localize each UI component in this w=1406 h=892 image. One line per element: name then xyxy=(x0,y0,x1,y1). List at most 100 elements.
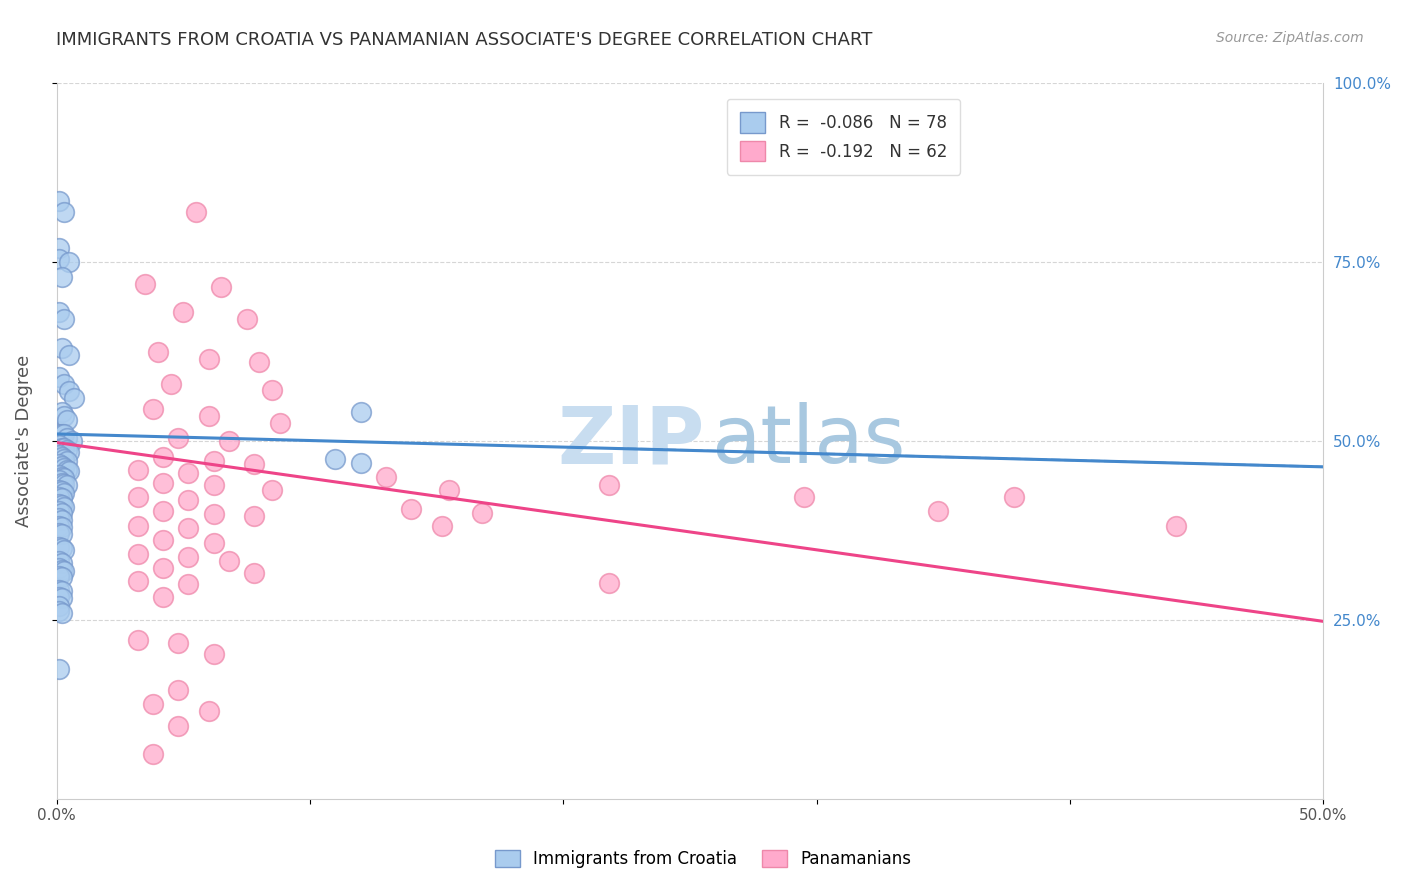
Point xyxy=(48,252,70,266)
Point xyxy=(48,438,70,452)
Point xyxy=(55,463,77,477)
Point xyxy=(48,497,70,511)
Point xyxy=(152,504,174,518)
Point xyxy=(1166,518,1188,533)
Point xyxy=(51,541,73,556)
Point xyxy=(127,547,149,561)
Point xyxy=(53,471,76,485)
Point xyxy=(51,341,73,355)
Point xyxy=(793,490,815,504)
Point xyxy=(53,205,76,219)
Point xyxy=(439,483,461,497)
Point xyxy=(48,511,70,525)
Point xyxy=(48,468,70,483)
Point xyxy=(430,518,453,533)
Point xyxy=(58,445,80,459)
Point xyxy=(152,590,174,604)
Point xyxy=(53,461,76,475)
Legend: Immigrants from Croatia, Panamanians: Immigrants from Croatia, Panamanians xyxy=(488,843,918,875)
Point xyxy=(48,568,70,582)
Point xyxy=(167,683,190,698)
Point xyxy=(48,490,70,504)
Point xyxy=(202,507,225,521)
Point xyxy=(53,485,76,500)
Point xyxy=(48,194,70,209)
Point xyxy=(48,449,70,463)
Point xyxy=(374,470,396,484)
Point xyxy=(243,457,266,471)
Point xyxy=(51,591,73,606)
Point xyxy=(51,527,73,541)
Point xyxy=(235,312,257,326)
Point xyxy=(51,563,73,577)
Point xyxy=(152,450,174,464)
Point xyxy=(48,561,70,575)
Point xyxy=(48,599,70,613)
Point xyxy=(152,561,174,575)
Point xyxy=(51,513,73,527)
Point xyxy=(142,747,165,762)
Point xyxy=(51,405,73,419)
Point xyxy=(51,520,73,534)
Point xyxy=(177,467,200,481)
Point xyxy=(58,464,80,478)
Point xyxy=(58,348,80,362)
Point xyxy=(58,384,80,398)
Point xyxy=(177,492,200,507)
Point xyxy=(401,502,423,516)
Point xyxy=(927,504,949,518)
Point xyxy=(48,474,70,488)
Point xyxy=(53,500,76,514)
Point xyxy=(202,478,225,492)
Point xyxy=(209,280,232,294)
Point xyxy=(167,430,190,444)
Point xyxy=(51,484,73,499)
Point xyxy=(48,241,70,255)
Point xyxy=(53,564,76,578)
Point xyxy=(55,478,77,492)
Point xyxy=(349,405,371,419)
Point xyxy=(243,509,266,524)
Point xyxy=(127,574,149,588)
Point xyxy=(55,412,77,426)
Point xyxy=(218,554,240,568)
Point xyxy=(142,698,165,712)
Point xyxy=(55,454,77,468)
Point xyxy=(127,463,149,477)
Point xyxy=(51,442,73,456)
Point xyxy=(48,590,70,604)
Point xyxy=(142,401,165,416)
Point xyxy=(51,470,73,484)
Point xyxy=(53,542,76,557)
Point xyxy=(323,452,346,467)
Point xyxy=(48,483,70,497)
Point xyxy=(48,540,70,554)
Text: atlas: atlas xyxy=(711,402,905,480)
Point xyxy=(167,719,190,733)
Point xyxy=(51,269,73,284)
Point xyxy=(127,632,149,647)
Point xyxy=(202,647,225,661)
Point xyxy=(243,566,266,581)
Point xyxy=(197,705,219,719)
Point xyxy=(197,409,219,423)
Point xyxy=(172,305,194,319)
Point xyxy=(48,426,70,441)
Point xyxy=(598,478,620,492)
Point xyxy=(146,344,169,359)
Point xyxy=(349,456,371,470)
Point xyxy=(51,606,73,620)
Point xyxy=(48,305,70,319)
Point xyxy=(51,475,73,490)
Point xyxy=(184,205,207,219)
Point xyxy=(197,351,219,366)
Point xyxy=(269,416,291,430)
Point xyxy=(247,355,270,369)
Point xyxy=(48,604,70,618)
Point xyxy=(53,426,76,441)
Point xyxy=(134,277,156,291)
Point xyxy=(55,442,77,457)
Point xyxy=(53,477,76,491)
Point xyxy=(55,430,77,444)
Point xyxy=(471,506,494,520)
